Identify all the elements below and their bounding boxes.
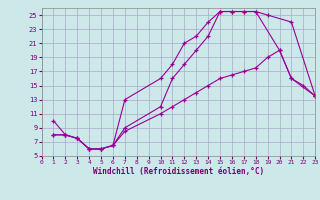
X-axis label: Windchill (Refroidissement éolien,°C): Windchill (Refroidissement éolien,°C): [93, 167, 264, 176]
